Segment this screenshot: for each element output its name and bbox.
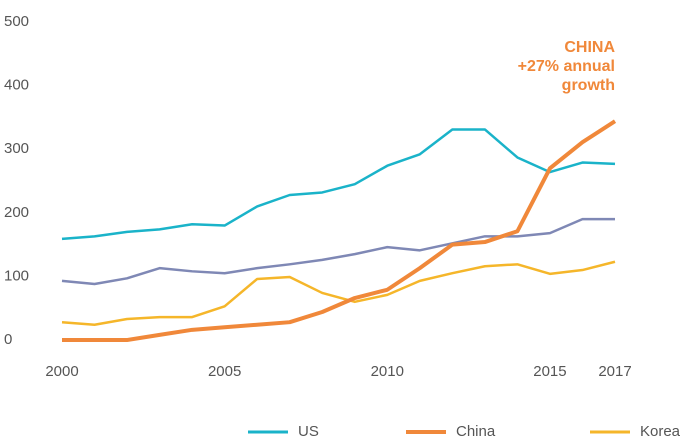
annotation: +27% annual xyxy=(518,58,615,75)
y-tick-label: 100 xyxy=(4,267,29,284)
legend-label: Korea xyxy=(640,423,681,440)
x-tick-label: 2017 xyxy=(598,363,631,380)
annotation: growth xyxy=(562,77,615,94)
series-line xyxy=(61,217,615,286)
legend-label: China xyxy=(456,423,496,440)
x-tick-label: 2015 xyxy=(533,363,566,380)
x-tick-label: 2000 xyxy=(45,363,78,380)
x-tick-label: 2005 xyxy=(208,363,241,380)
legend-label: US xyxy=(298,423,319,440)
y-tick-label: 200 xyxy=(4,204,29,221)
y-tick-label: 400 xyxy=(4,77,29,94)
series-line xyxy=(62,119,617,342)
x-tick-label: 2010 xyxy=(371,363,404,380)
y-tick-label: 0 xyxy=(4,331,12,348)
y-tick-label: 500 xyxy=(4,13,29,30)
series-line xyxy=(61,260,616,326)
series-line xyxy=(61,128,616,241)
annotation: CHINA xyxy=(564,39,615,56)
y-tick-label: 300 xyxy=(4,140,29,157)
